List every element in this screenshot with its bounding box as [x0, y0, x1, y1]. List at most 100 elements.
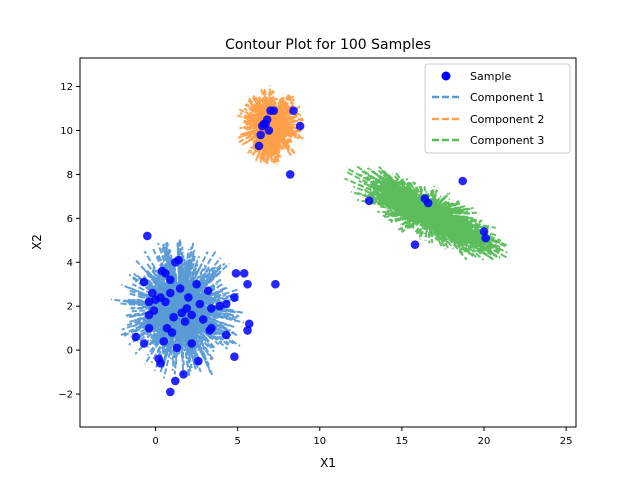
- component-1-contour-stroke: [134, 321, 168, 355]
- component-1-contour-stroke: [143, 250, 170, 291]
- sample-point: [184, 293, 193, 302]
- component-1-contour-stroke: [159, 334, 174, 373]
- component-1-contour-stroke: [120, 283, 163, 302]
- sample-point: [161, 269, 170, 278]
- component-2-contour-stroke: [276, 138, 285, 151]
- component-3-contour-stroke: [405, 182, 424, 208]
- component-3-contour-stroke: [436, 214, 455, 220]
- component-3-contour-stroke: [451, 228, 492, 256]
- component-1-contour-stroke: [163, 308, 180, 318]
- component-3-contour-stroke: [446, 211, 477, 215]
- component-2-contour-stroke: [278, 136, 289, 148]
- component-1-contour-stroke: [184, 242, 195, 283]
- component-2-contour-stroke: [282, 126, 302, 130]
- sample-point: [171, 376, 180, 386]
- component-1-contour-stroke: [190, 325, 215, 361]
- component-1-contour-stroke: [188, 320, 211, 350]
- component-1-contour-stroke: [193, 331, 206, 351]
- y-tick-label: −2: [58, 390, 73, 401]
- sample-point: [139, 339, 149, 348]
- component-1-contour-stroke: [159, 307, 171, 311]
- component-2-contour-stroke: [272, 98, 288, 122]
- component-2-contour-stroke: [281, 129, 299, 138]
- y-tick-label: 10: [60, 126, 73, 137]
- sample-point: [166, 275, 175, 285]
- component-3-contour-stroke: [449, 217, 497, 229]
- component-3-contours: [344, 165, 510, 261]
- component-1-contour-stroke: [152, 318, 169, 333]
- sample-point: [207, 304, 216, 313]
- y-axis-ticks: −2 0 2 4 6 8 10 12: [58, 82, 80, 401]
- component-2-contour-stroke: [269, 118, 275, 127]
- component-3-contour-stroke: [433, 225, 447, 250]
- component-2-contour-stroke: [243, 107, 262, 121]
- sample-point: [364, 196, 374, 206]
- component-2-contour-stroke: [270, 141, 273, 158]
- component-1-contour-stroke: [199, 288, 240, 304]
- component-1-contour-stroke: [200, 312, 245, 324]
- component-1-contour-stroke: [146, 269, 173, 300]
- component-1-contour-stroke: [155, 316, 169, 327]
- legend: Sample Component 1 Component 2 Component…: [424, 63, 571, 154]
- component-3-contour-stroke: [436, 226, 455, 250]
- component-3-contour-stroke: [382, 173, 412, 200]
- component-3-contour-stroke: [445, 215, 481, 224]
- component-3-contour-stroke: [443, 228, 474, 257]
- component-3-contour-stroke: [378, 165, 413, 200]
- component-2-contour-stroke: [281, 116, 290, 122]
- component-2-contour-stroke: [275, 112, 282, 121]
- sample-point: [175, 284, 185, 293]
- sample-point: [239, 269, 249, 278]
- component-3-contour-stroke: [400, 214, 419, 219]
- sample-point: [481, 233, 491, 243]
- component-1-contour-stroke: [136, 314, 172, 343]
- y-tick-label: 8: [67, 170, 73, 181]
- component-3-contour-stroke: [424, 222, 429, 241]
- component-2-contour-stroke: [267, 132, 271, 148]
- component-1-contour-stroke: [182, 324, 192, 358]
- component-2-contour-stroke: [257, 96, 268, 118]
- x-axis-ticks: 0 5 10 15 20 25: [152, 427, 573, 447]
- component-3-contour-stroke: [436, 201, 452, 211]
- component-1-contour-stroke: [136, 310, 167, 321]
- component-1-contour-stroke: [148, 266, 168, 291]
- component-1-contour-stroke: [183, 258, 191, 288]
- sample-point: [179, 370, 188, 379]
- component-2-contour-stroke: [272, 127, 283, 139]
- sample-point: [194, 356, 203, 366]
- component-3-contour-stroke: [429, 215, 457, 244]
- component-2-contour-stroke: [278, 126, 301, 133]
- component-1-contour-stroke: [132, 314, 162, 328]
- x-tick-label: 25: [560, 436, 573, 447]
- component-2-contour-stroke: [237, 114, 258, 123]
- component-1-contour-stroke: [197, 320, 230, 345]
- component-1-contour-stroke: [186, 321, 198, 340]
- legend-label-component-2: Component 2: [470, 113, 544, 126]
- component-1-contour-stroke: [184, 291, 209, 307]
- component-2-contour-stroke: [270, 130, 278, 156]
- component-1-contour-stroke: [183, 262, 190, 283]
- x-axis-label: X1: [320, 456, 336, 470]
- component-3-contour-stroke: [394, 171, 417, 199]
- component-3-contour-stroke: [430, 215, 468, 245]
- component-1-contour-stroke: [171, 313, 181, 361]
- sample-point: [161, 297, 170, 307]
- component-1-contour-stroke: [176, 316, 181, 340]
- component-3-contour-stroke: [445, 229, 479, 260]
- component-3-contour-stroke: [401, 219, 420, 234]
- sample-point: [149, 306, 159, 315]
- component-3-contour-stroke: [417, 220, 427, 235]
- component-3-contour-stroke: [434, 194, 449, 209]
- sample-point: [171, 258, 180, 267]
- x-tick-label: 15: [396, 436, 409, 447]
- sample-point: [264, 126, 274, 135]
- component-1-contour-stroke: [140, 265, 174, 301]
- y-tick-label: 12: [60, 82, 73, 93]
- sample-point: [198, 315, 208, 324]
- component-3-contour-stroke: [436, 211, 459, 215]
- sample-point: [159, 337, 169, 346]
- component-1-contour-stroke: [152, 281, 164, 292]
- component-3-contour-stroke: [357, 191, 403, 208]
- component-2-contour-stroke: [274, 128, 293, 142]
- component-2-contour-stroke: [271, 135, 276, 145]
